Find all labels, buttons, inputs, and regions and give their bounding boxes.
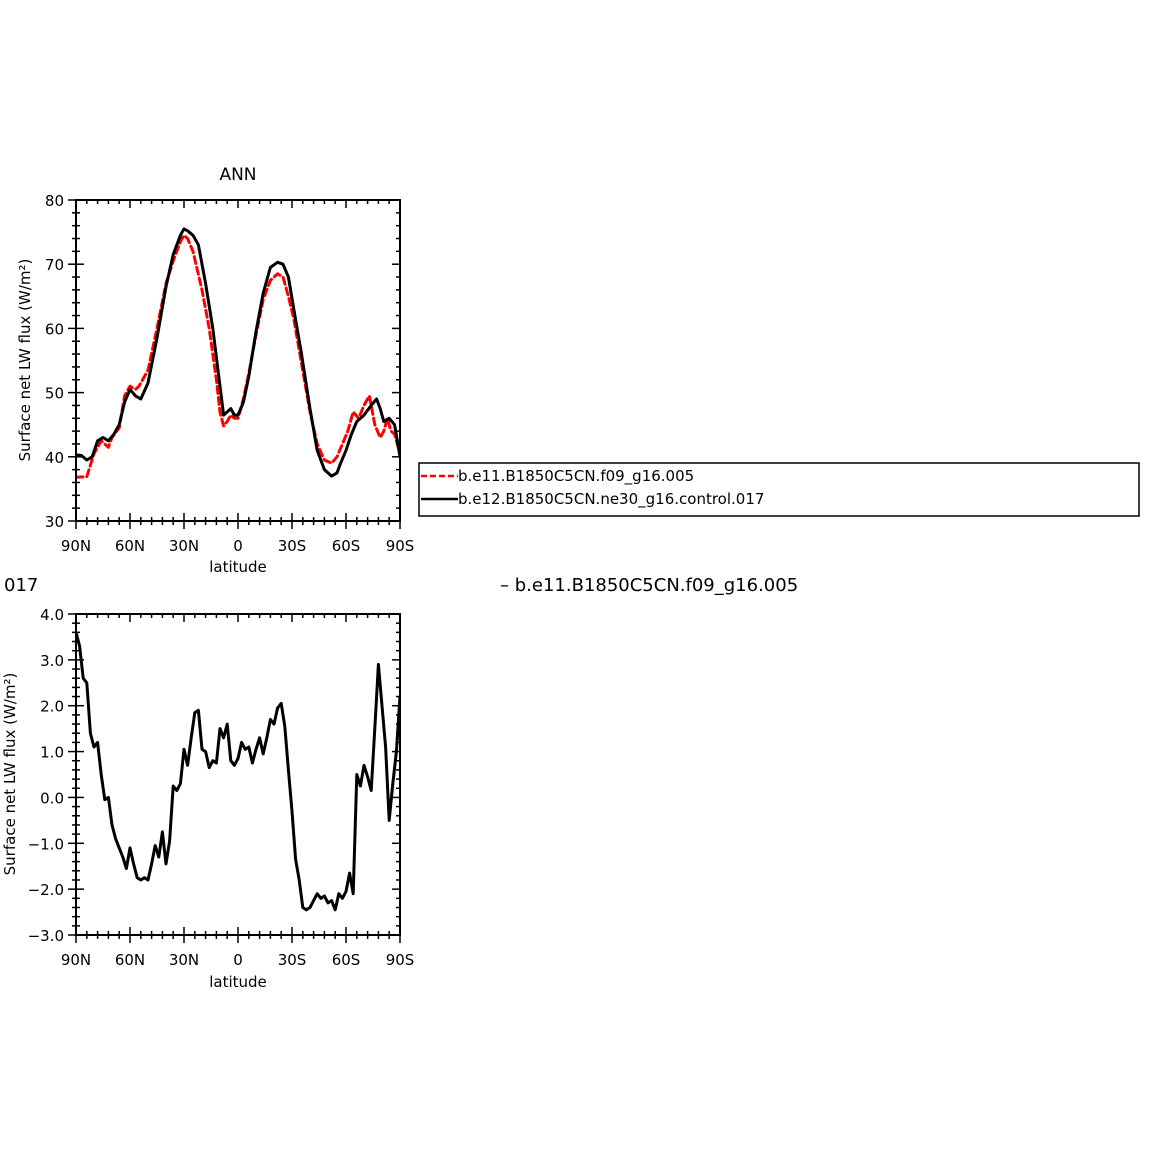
y-tick-label: 1.0 xyxy=(40,744,64,762)
legend-label-series-1: b.e11.B1850C5CN.f09_g16.005 xyxy=(458,467,694,486)
x-tick-label: 90N xyxy=(61,537,91,555)
top-series-line-2 xyxy=(76,227,400,478)
y-tick-label: −2.0 xyxy=(28,881,64,899)
top-series-line-1 xyxy=(76,233,400,479)
bottom-y-axis: −3.0 −2.0 −1.0 0.0 1.0 2.0 3.0 4.0 xyxy=(28,606,400,945)
top-plot-frame xyxy=(75,199,401,522)
x-tick-label: 60N xyxy=(115,951,145,969)
x-axis-label: latitude xyxy=(209,973,267,991)
x-tick-label: 60S xyxy=(332,951,361,969)
bottom-series-group xyxy=(76,630,400,912)
x-tick-label: 30N xyxy=(169,951,199,969)
y-axis-label: Surface net LW flux (W/m²) xyxy=(1,673,19,876)
y-tick-label: 50 xyxy=(45,385,64,403)
y-tick-label: 40 xyxy=(45,449,64,467)
y-tick-label: 2.0 xyxy=(40,698,64,716)
x-tick-label: 90S xyxy=(386,951,415,969)
bottom-x-axis: 90N 60N 30N 0 30S 60S 90S xyxy=(61,614,414,969)
legend-label-series-2: b.e12.B1850C5CN.ne30_g16.control.017 xyxy=(458,490,764,509)
legend-box xyxy=(418,462,1140,517)
x-axis-label: latitude xyxy=(209,558,267,576)
x-tick-label: 60S xyxy=(332,537,361,555)
bottom-line-chart: 017 – b.e11.B1850C5CN.f09_g16.005 −3.0 −2… xyxy=(1,575,798,991)
x-tick-label: 30S xyxy=(278,951,307,969)
top-series-group xyxy=(76,227,400,479)
x-tick-label: 0 xyxy=(233,951,243,969)
bottom-series-line-1 xyxy=(76,630,400,912)
y-tick-label: 0.0 xyxy=(40,789,64,807)
y-tick-label: −3.0 xyxy=(28,927,64,945)
y-tick-label: 80 xyxy=(45,192,64,210)
legend: b.e11.B1850C5CN.f09_g16.005 b.e12.B1850C… xyxy=(418,462,1140,517)
bottom-title-fragment-right: – b.e11.B1850C5CN.f09_g16.005 xyxy=(500,575,798,596)
chart-title: ANN xyxy=(219,165,256,185)
x-tick-label: 30S xyxy=(278,537,307,555)
x-tick-label: 90N xyxy=(61,951,91,969)
y-axis-label: Surface net LW flux (W/m²) xyxy=(16,259,34,462)
y-tick-label: −1.0 xyxy=(28,835,64,853)
y-tick-label: 30 xyxy=(45,513,64,531)
top-x-axis: 90N 60N 30N 0 30S 60S 90S xyxy=(61,200,414,555)
y-tick-label: 70 xyxy=(45,256,64,274)
x-tick-label: 90S xyxy=(386,537,415,555)
x-tick-label: 30N xyxy=(169,537,199,555)
y-tick-label: 3.0 xyxy=(40,652,64,670)
y-tick-label: 4.0 xyxy=(40,606,64,624)
top-y-axis: 30 40 50 60 70 80 xyxy=(45,192,400,531)
bottom-title-fragment-left: 017 xyxy=(4,575,38,596)
x-tick-label: 60N xyxy=(115,537,145,555)
y-tick-label: 60 xyxy=(45,320,64,338)
top-line-chart: ANN 30 40 50 60 70 80 90N 60N 30N 0 30S 60S 90S lat… xyxy=(16,165,414,576)
x-tick-label: 0 xyxy=(233,537,243,555)
